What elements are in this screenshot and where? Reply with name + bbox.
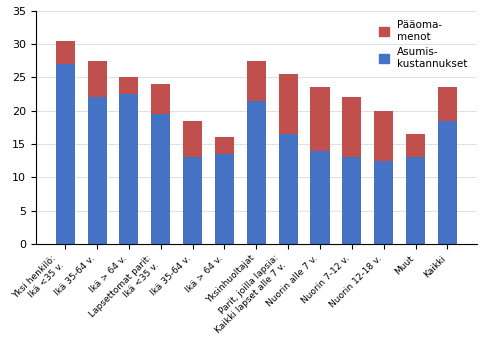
Bar [215, 154, 234, 244]
Bar [151, 84, 170, 114]
Bar [438, 121, 457, 244]
Bar [406, 157, 425, 244]
Bar [374, 111, 393, 161]
Bar [342, 157, 362, 244]
Bar [151, 114, 170, 244]
Bar [183, 157, 202, 244]
Bar [342, 97, 362, 157]
Bar [88, 97, 106, 244]
Bar [247, 61, 266, 101]
Bar [406, 134, 425, 157]
Bar [438, 88, 457, 121]
Bar [120, 94, 138, 244]
Bar [56, 64, 75, 244]
Bar [120, 78, 138, 94]
Bar [279, 134, 298, 244]
Bar [310, 88, 330, 151]
Bar [56, 41, 75, 64]
Bar [88, 61, 106, 97]
Legend: Pääoma-
menot, Asumis-
kustannukset: Pääoma- menot, Asumis- kustannukset [375, 16, 472, 73]
Bar [215, 137, 234, 154]
Bar [279, 74, 298, 134]
Bar [183, 121, 202, 157]
Bar [247, 101, 266, 244]
Bar [310, 151, 330, 244]
Bar [374, 161, 393, 244]
